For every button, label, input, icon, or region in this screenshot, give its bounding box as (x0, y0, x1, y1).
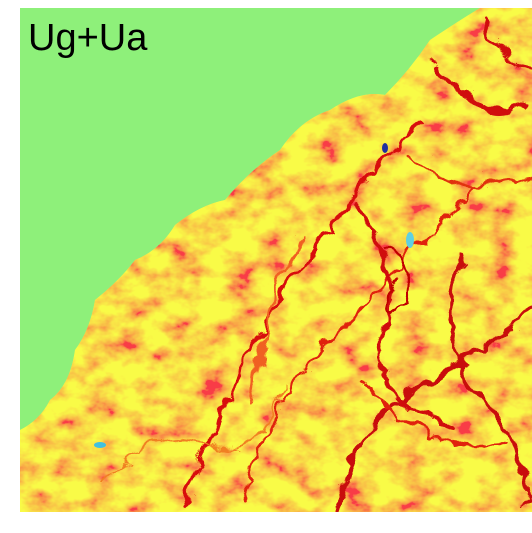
field-image: Ug+Ua (0, 0, 532, 533)
panel-title: Ug+Ua (28, 17, 148, 59)
